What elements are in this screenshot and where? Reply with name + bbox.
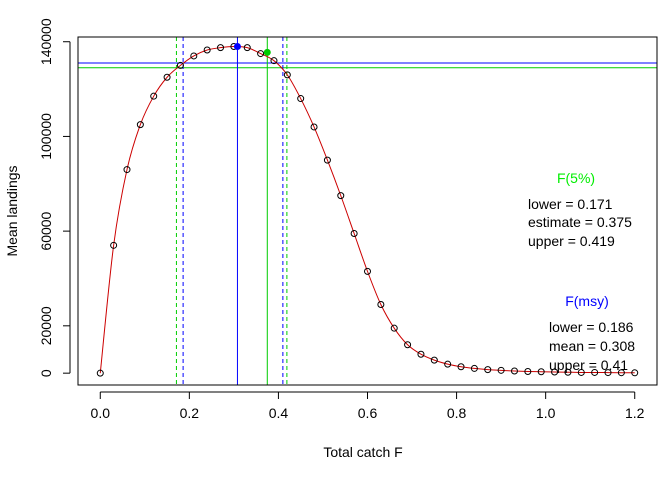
data-point: [337, 192, 345, 200]
data-point: [510, 367, 518, 375]
data-point: [564, 368, 572, 376]
data-point: [310, 123, 318, 131]
x-tick-label: 0.8: [447, 405, 467, 421]
fmsy-point: [233, 42, 241, 50]
data-point: [497, 366, 505, 374]
data-point: [176, 61, 184, 69]
x-tick-label: 0.6: [358, 405, 378, 421]
data-point: [364, 267, 371, 275]
data-point: [604, 369, 612, 377]
f5-title: F(5%): [557, 170, 595, 186]
data-point: [524, 368, 532, 376]
f5-estimate: estimate = 0.375: [528, 214, 632, 230]
y-tick-label: 60000: [38, 211, 54, 250]
data-point: [444, 360, 452, 368]
data-point: [350, 229, 358, 237]
data-point: [377, 301, 385, 309]
data-point: [591, 368, 599, 376]
x-tick-label: 1.2: [625, 405, 645, 421]
y-axis-label: Mean landings: [4, 165, 20, 256]
data-point: [417, 350, 425, 358]
fmsy-title: F(msy): [565, 293, 609, 309]
data-point: [217, 44, 225, 52]
y-tick-label: 140000: [38, 18, 54, 65]
data-point: [270, 57, 278, 65]
data-point: [430, 356, 438, 364]
data-point: [617, 369, 625, 377]
fmsy-mean: mean = 0.308: [549, 338, 635, 354]
f5-point: [263, 48, 271, 56]
data-point: [136, 121, 144, 129]
plot-frame: [77, 36, 658, 386]
data-point: [631, 369, 639, 377]
data-point: [96, 369, 104, 377]
data-point: [257, 50, 265, 58]
y-tick-label: 0: [38, 369, 54, 377]
data-point: [123, 166, 131, 174]
data-point: [404, 341, 412, 349]
data-point: [150, 92, 158, 100]
data-point: [537, 368, 545, 376]
x-axis-label: Total catch F: [323, 444, 402, 460]
y-tick-label: 20000: [38, 306, 54, 345]
data-point: [110, 241, 118, 249]
data-point: [484, 366, 492, 374]
data-point: [470, 364, 478, 372]
data-point: [457, 363, 465, 371]
data-point: [297, 95, 305, 103]
data-point: [551, 368, 559, 376]
data-point: [163, 73, 171, 81]
data-point: [283, 71, 291, 79]
x-tick-label: 0.4: [269, 405, 289, 421]
fmsy-lower: lower = 0.186: [549, 319, 634, 335]
data-point: [577, 368, 585, 376]
x-tick-label: 0.0: [91, 405, 111, 421]
f5-lower: lower = 0.171: [528, 196, 613, 212]
y-tick-label: 100000: [38, 113, 54, 160]
f5-upper: upper = 0.419: [528, 233, 615, 249]
data-point: [203, 46, 211, 54]
data-point: [190, 52, 198, 60]
x-tick-label: 1.0: [536, 405, 556, 421]
fmsy-upper: upper = 0.41: [549, 357, 628, 373]
data-point: [390, 324, 398, 332]
data-point: [323, 156, 331, 164]
x-tick-label: 0.2: [180, 405, 200, 421]
data-point: [243, 44, 251, 52]
